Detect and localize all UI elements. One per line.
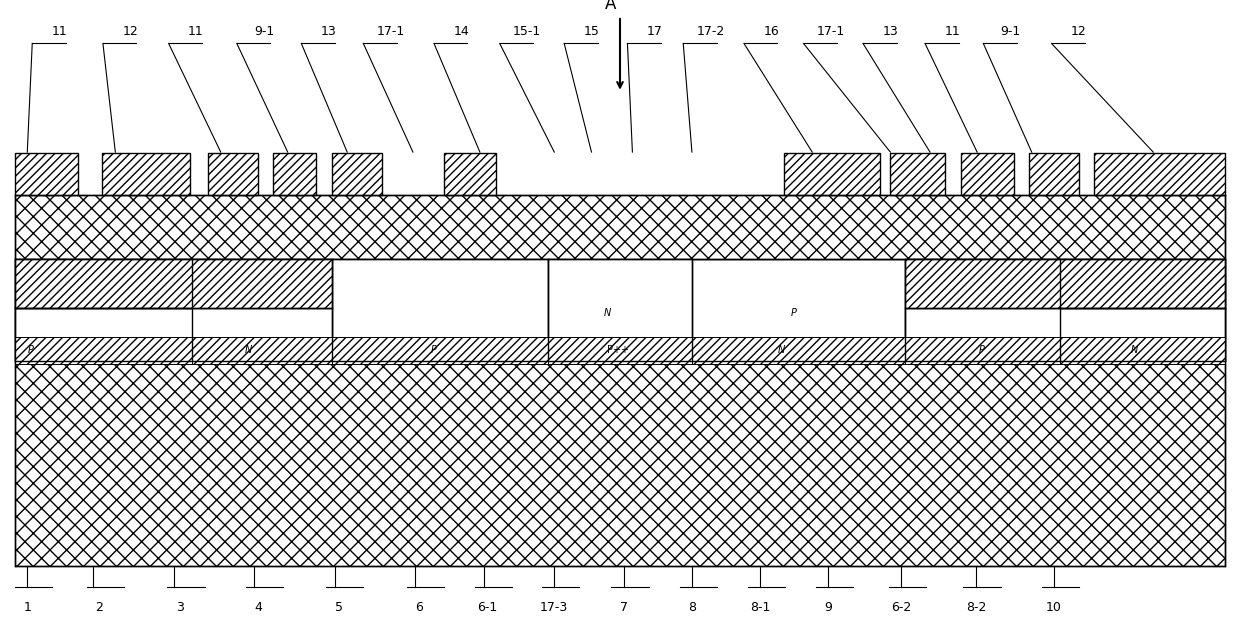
Bar	[15, 195, 1225, 259]
Bar	[784, 153, 880, 195]
Text: A: A	[604, 0, 616, 13]
Text: 12: 12	[123, 26, 138, 38]
Text: 10: 10	[1047, 601, 1061, 613]
Bar	[15, 259, 1225, 361]
Text: 3: 3	[176, 601, 184, 613]
Text: N: N	[1131, 344, 1138, 355]
Text: 9-1: 9-1	[1001, 26, 1021, 38]
Text: 11: 11	[945, 26, 960, 38]
Text: 17-3: 17-3	[541, 601, 568, 613]
Text: 8: 8	[688, 601, 696, 613]
Text: 6-2: 6-2	[892, 601, 911, 613]
Bar	[905, 308, 1225, 361]
Text: 7: 7	[620, 601, 627, 613]
Bar	[15, 259, 332, 361]
Text: 5: 5	[335, 601, 342, 613]
Bar	[15, 361, 1225, 566]
Bar	[961, 153, 1014, 195]
Text: N: N	[244, 344, 252, 355]
Text: P: P	[29, 344, 33, 355]
Bar	[692, 337, 905, 364]
Text: 8-2: 8-2	[966, 601, 986, 613]
Text: 13: 13	[883, 26, 898, 38]
Bar	[192, 337, 332, 364]
Text: P: P	[980, 344, 985, 355]
Bar	[444, 153, 496, 195]
Text: 6-1: 6-1	[477, 601, 497, 613]
Bar	[208, 153, 258, 195]
Text: 17-2: 17-2	[697, 26, 724, 38]
Text: 11: 11	[52, 26, 67, 38]
Bar	[15, 153, 78, 195]
Text: 17: 17	[647, 26, 662, 38]
Text: P: P	[432, 344, 436, 355]
Text: 15: 15	[584, 26, 599, 38]
Bar	[1094, 153, 1225, 195]
Text: N: N	[604, 308, 611, 318]
Text: 11: 11	[188, 26, 203, 38]
Bar	[905, 259, 1225, 361]
Text: 16: 16	[764, 26, 779, 38]
Bar	[905, 259, 1225, 308]
Bar	[273, 153, 316, 195]
Bar	[15, 308, 332, 361]
Text: P++: P++	[606, 344, 629, 355]
Bar	[905, 337, 1060, 364]
Bar	[15, 259, 332, 308]
Text: 9: 9	[825, 601, 832, 613]
Text: 6: 6	[415, 601, 423, 613]
Text: 13: 13	[321, 26, 336, 38]
Bar	[1060, 337, 1225, 364]
Text: 2: 2	[95, 601, 103, 613]
Text: 17-1: 17-1	[817, 26, 844, 38]
Text: 1: 1	[24, 601, 31, 613]
Bar	[332, 259, 548, 361]
Bar	[102, 153, 190, 195]
Text: 15-1: 15-1	[513, 26, 541, 38]
Bar	[548, 337, 692, 364]
Text: 17-1: 17-1	[377, 26, 404, 38]
Bar	[1029, 153, 1079, 195]
Bar	[890, 153, 945, 195]
Bar	[548, 259, 692, 361]
Bar	[15, 337, 192, 364]
Bar	[332, 337, 548, 364]
Text: P: P	[791, 308, 796, 318]
Text: 14: 14	[454, 26, 469, 38]
Text: 12: 12	[1071, 26, 1086, 38]
Bar	[332, 153, 382, 195]
Text: N: N	[777, 344, 785, 355]
Text: 4: 4	[254, 601, 262, 613]
Text: 8-1: 8-1	[750, 601, 770, 613]
Text: 9-1: 9-1	[254, 26, 274, 38]
